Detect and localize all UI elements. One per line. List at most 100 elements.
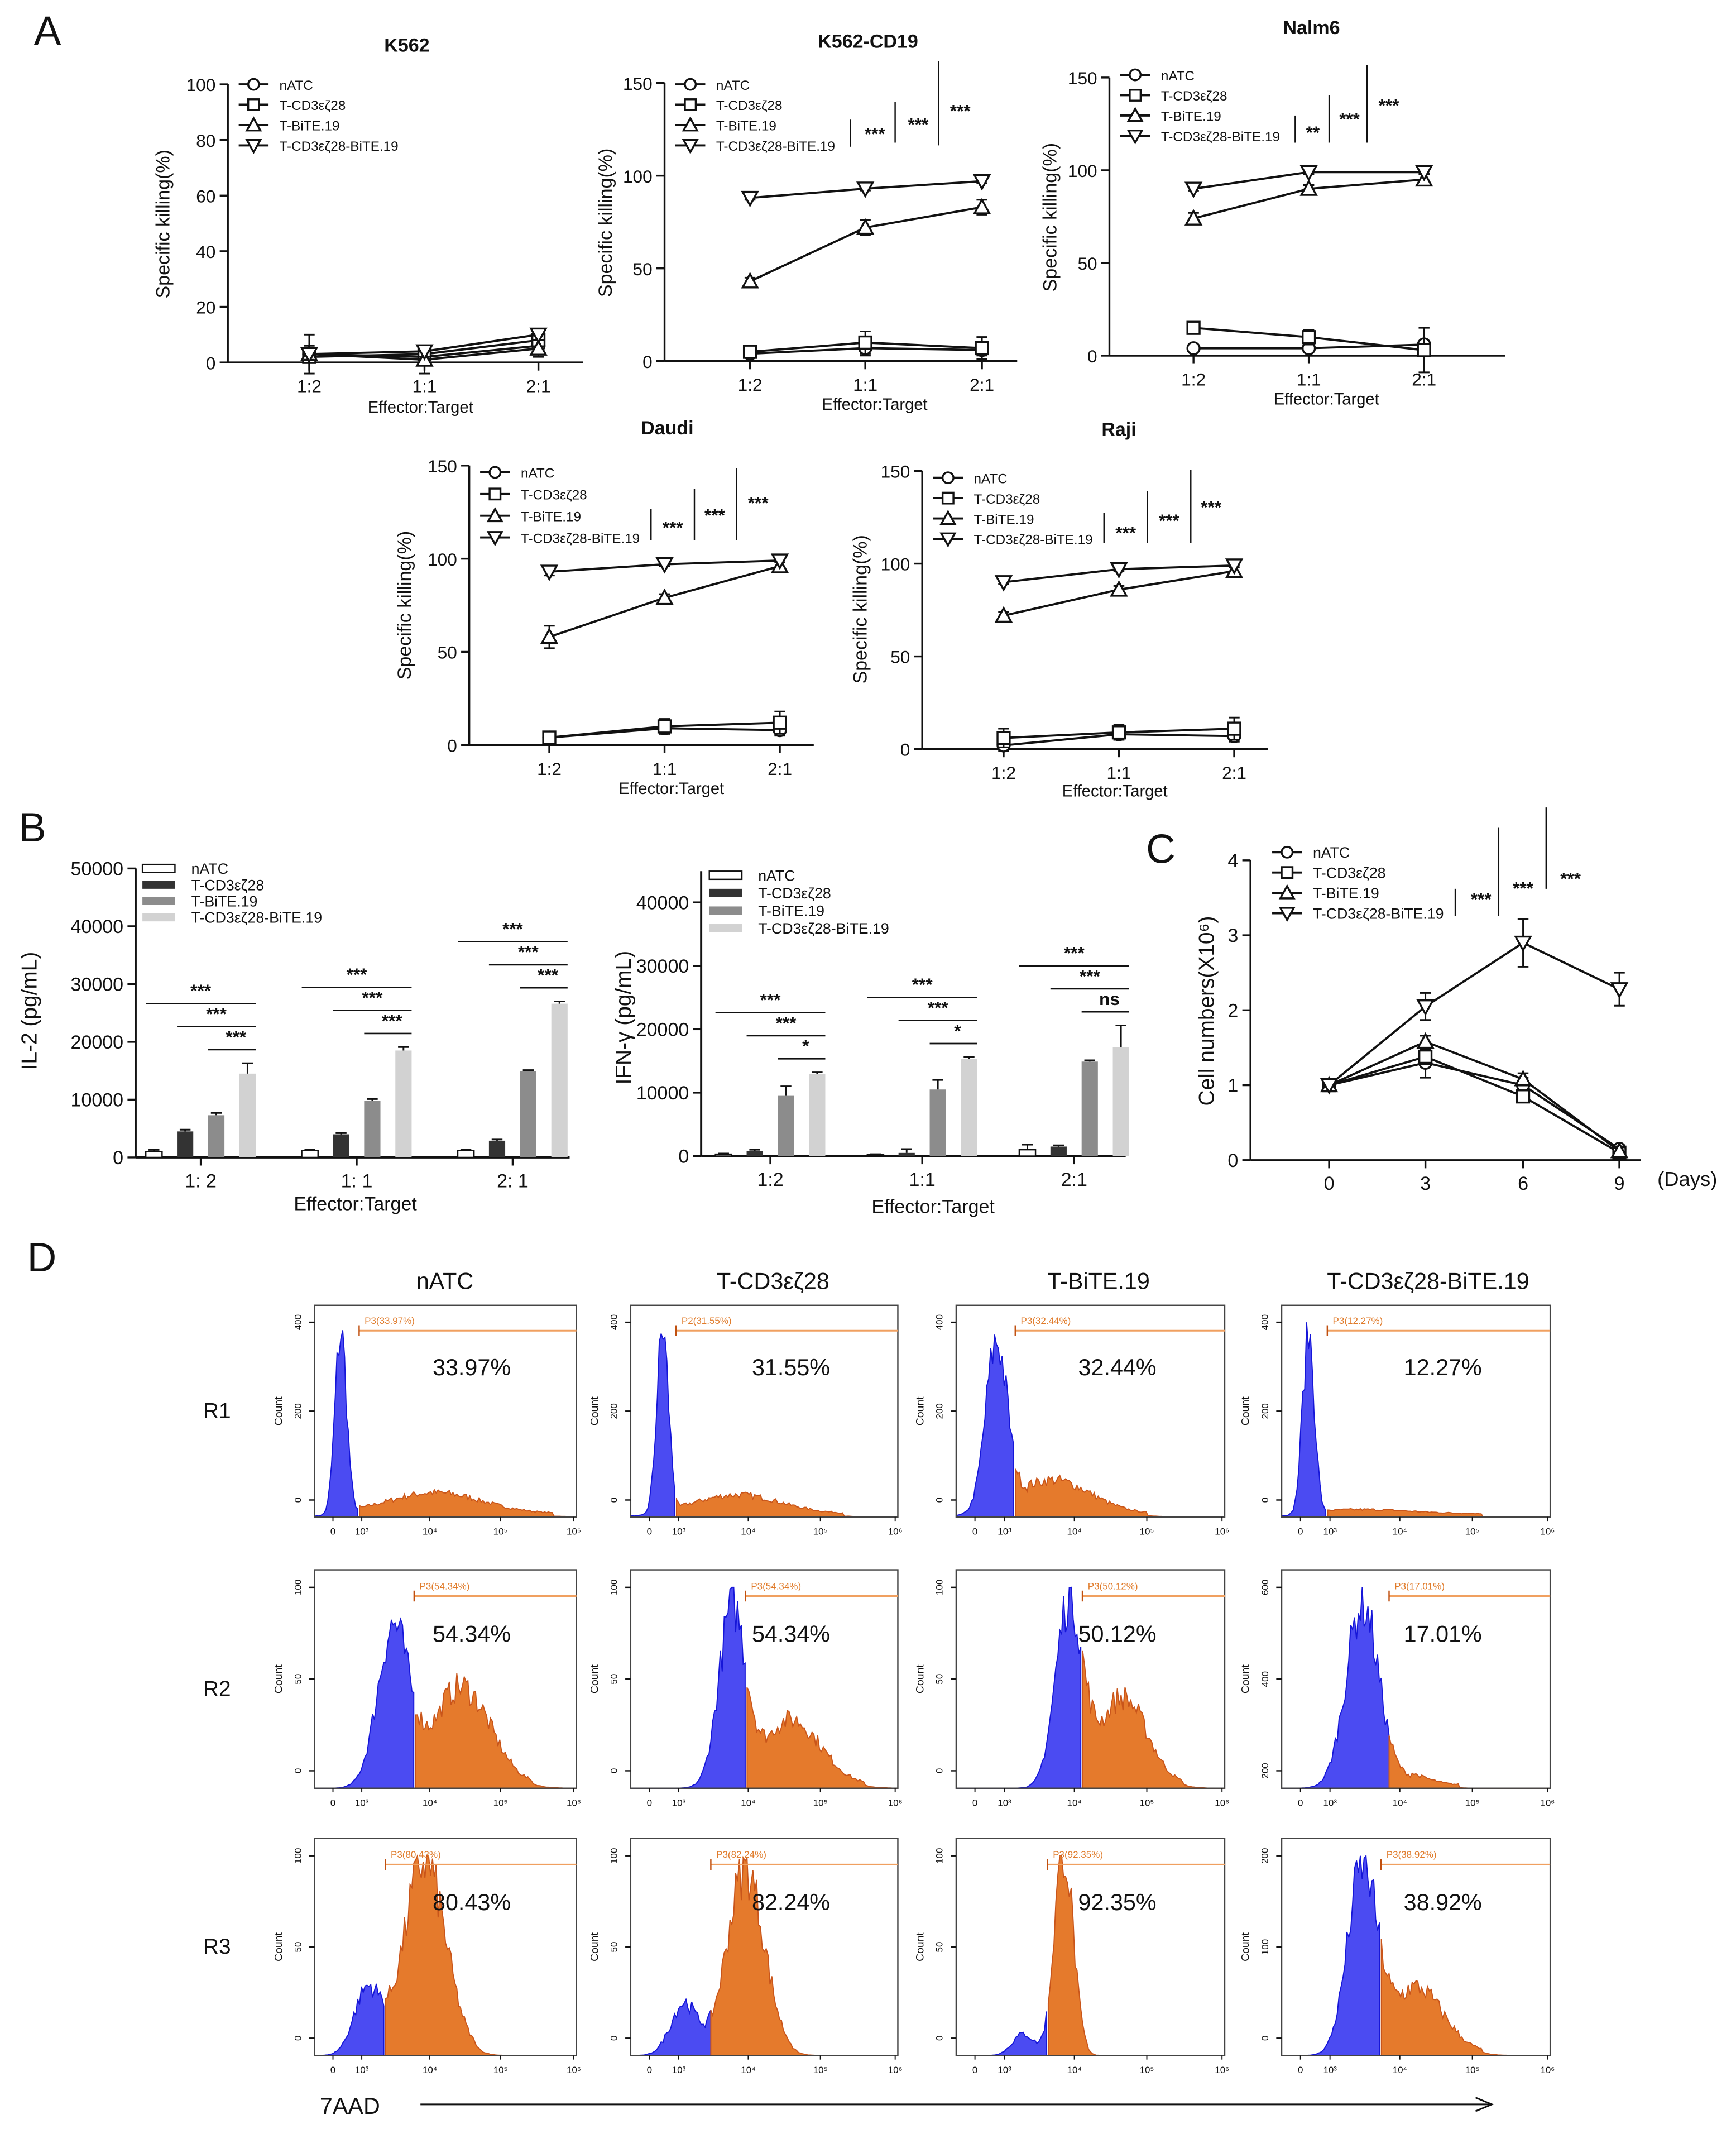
x-tick-label: 10³: [998, 1797, 1011, 1808]
legend-label: T-CD3εζ28-BiTE.19: [758, 920, 889, 937]
series-T-CD3εζ28: [542, 710, 787, 745]
triangle-up-marker: [1416, 1032, 1435, 1049]
x-tick-label: 10³: [998, 1526, 1011, 1537]
triangle-down-marker: [1320, 1078, 1339, 1095]
y-axis-label: Specific killing(%): [394, 531, 415, 680]
bar: [239, 1073, 256, 1157]
x-tick-label: 10⁴: [741, 2065, 755, 2075]
y-axis-label: Count: [914, 1932, 927, 1961]
legend-label: nATC: [521, 466, 554, 481]
x-tick-label: 10⁴: [741, 1797, 755, 1808]
bar: [301, 1150, 319, 1159]
significance-label: ns: [1099, 989, 1120, 1009]
triangle-up-marker: [1610, 1141, 1629, 1159]
gate-percent: 38.92%: [1404, 1889, 1482, 1915]
x-axis-label: (Days): [1657, 1168, 1717, 1190]
bar: [520, 1071, 536, 1157]
significance-label: ***: [1159, 510, 1180, 530]
y-axis-label: Cell numbers(X10⁶): [1195, 916, 1219, 1106]
histogram-negative-region: [1282, 1854, 1380, 2056]
y-tick-label: 0: [292, 2036, 303, 2041]
y-tick-label: 3: [1227, 925, 1238, 946]
square-marker: [975, 341, 989, 356]
x-tick-label: 10³: [672, 2065, 686, 2075]
y-tick-label: 100: [609, 1848, 620, 1864]
x-axis-label: Effector:Target: [1274, 390, 1379, 408]
significance-label: ***: [502, 918, 524, 939]
y-axis-label: Specific killing(%): [850, 535, 871, 683]
flow-histogram-r2-2: P3(50.12%) 50.12% 100 50 0 Count 0 10³ 10⁴ 10⁵ 10⁶: [914, 1569, 1229, 1808]
legend-label: T-CD3εζ28-BiTE.19: [1313, 905, 1444, 922]
circle-marker: [247, 78, 260, 91]
bar: [778, 1095, 794, 1156]
y-tick-label: 100: [934, 1580, 945, 1595]
significance-label: ***: [1064, 942, 1085, 963]
square-marker: [247, 98, 260, 111]
gate-label: P2(31.55%): [682, 1315, 732, 1326]
legend-swatch: [709, 924, 742, 932]
x-tick-label: 10⁵: [813, 2065, 828, 2075]
flow-histogram-r2-1: P3(54.34%) 54.34% 100 50 0 Count 0 10³ 10⁴ 10⁵ 10⁶: [588, 1569, 903, 1808]
legend-swatch: [142, 881, 175, 889]
significance-label: ***: [538, 965, 559, 985]
series-line: [1328, 941, 1620, 1087]
triangle-up-marker: [856, 218, 875, 235]
bar: [395, 1050, 412, 1157]
y-axis-label: Specific killing(%): [1040, 143, 1061, 291]
circle-marker: [941, 471, 955, 485]
legend-label: T-CD3εζ28-BiTE.19: [191, 910, 323, 926]
histogram-positive-region: [746, 1687, 899, 1789]
triangle-down-marker: [856, 181, 875, 198]
x-tick-label: 1:1: [853, 375, 877, 395]
histogram-negative-region: [1281, 1322, 1327, 1518]
x-tick-label: 0: [330, 1797, 335, 1808]
x-tick-label: 0: [330, 1526, 335, 1537]
x-tick-label: 3: [1420, 1173, 1431, 1194]
bar: [809, 1074, 826, 1156]
series-T-BiTE.19: [741, 198, 991, 289]
x-axis-label: Effector:Target: [871, 1197, 995, 1218]
series-line: [1329, 1061, 1620, 1150]
legend-label: T-BiTE.19: [974, 512, 1034, 527]
flow-histogram-r3-0: P3(80.43%) 80.43% 100 50 0 Count 0 10³ 10⁴ 10⁵ 10⁶: [272, 1838, 581, 2075]
x-tick-label: 10⁶: [888, 2065, 903, 2075]
square-marker: [1516, 1089, 1531, 1104]
x-tick-label: 10⁵: [1140, 1526, 1154, 1537]
significance-label: ***: [663, 517, 684, 537]
panel-label-d: D: [27, 1235, 57, 1280]
y-axis-label: Count: [272, 1664, 285, 1693]
histogram-negative-region: [630, 1332, 675, 1518]
x-tick-label: 10⁴: [1393, 1797, 1407, 1808]
significance-label: ***: [760, 990, 781, 1010]
y-tick-label: 50: [633, 259, 653, 279]
legend-label: nATC: [280, 78, 313, 93]
triangle-up-marker: [529, 339, 548, 356]
square-marker: [657, 719, 672, 734]
triangle-down-marker: [1610, 982, 1629, 999]
square-marker: [684, 98, 697, 111]
y-axis-label: Count: [914, 1396, 927, 1425]
x-tick-label: 1:1: [1107, 763, 1131, 783]
y-tick-label: 400: [1260, 1671, 1270, 1687]
series-T-CD3εζ28-BiTE.19: [540, 553, 789, 581]
y-axis-label: Specific killing(%): [595, 149, 616, 297]
bar: [457, 1150, 475, 1159]
line-chart-raji: 0 50 100 150 1:2 1:1 2:1 Raji Specific killing(%…: [850, 419, 1268, 801]
x-tick-label: 2:1: [970, 375, 994, 395]
legend-label: T-CD3εζ28: [716, 98, 783, 113]
legend-label: T-BiTE.19: [716, 119, 776, 134]
circle-marker: [488, 466, 502, 479]
series-line: [749, 206, 982, 283]
series-T-CD3εζ28-BiTE.19: [1184, 165, 1433, 199]
x-axis-label: Effector:Target: [618, 780, 724, 798]
y-tick-label: 50: [934, 1674, 945, 1685]
x-axis-label: Effector:Target: [1062, 783, 1168, 801]
y-tick-label: 100: [186, 75, 216, 95]
y-tick-label: 0: [1260, 2036, 1270, 2041]
y-axis-label: Count: [914, 1664, 927, 1693]
x-tick-label: 10³: [1323, 2065, 1337, 2075]
x-tick-label: 10³: [1323, 1797, 1337, 1808]
x-axis-label-7aad: 7AAD: [320, 2093, 380, 2119]
